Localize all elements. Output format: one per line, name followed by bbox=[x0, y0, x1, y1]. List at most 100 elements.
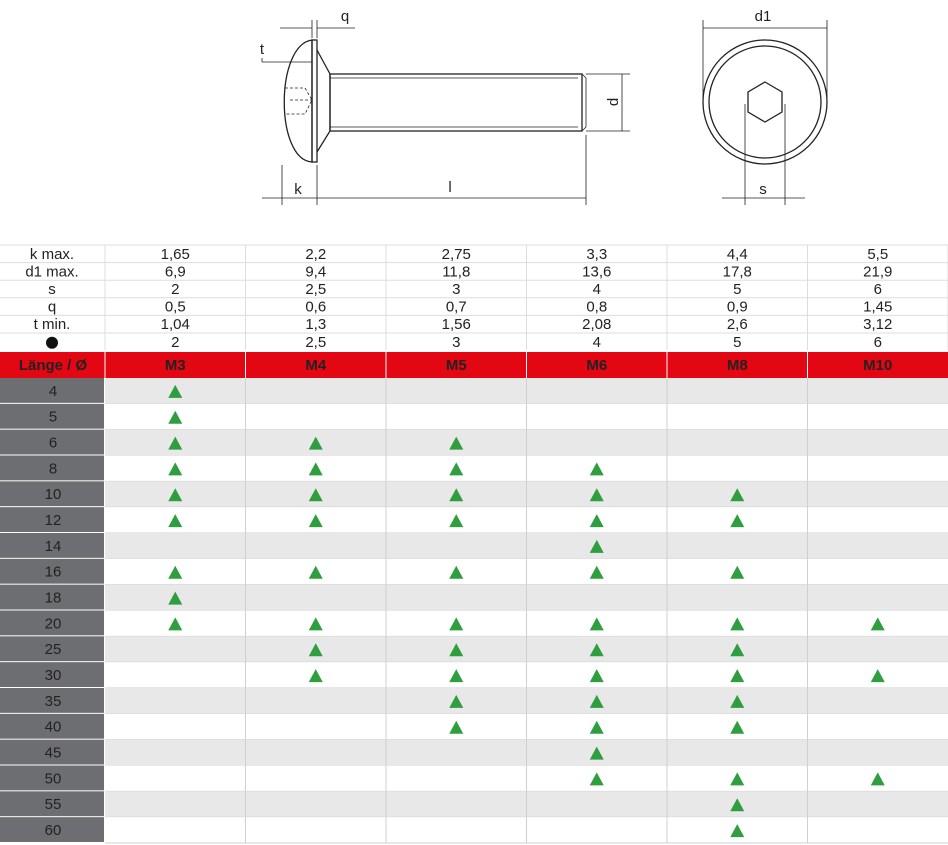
header-bg bbox=[0, 352, 948, 378]
available-triangle bbox=[168, 591, 183, 605]
spec-value: 5,5 bbox=[867, 246, 888, 263]
spec-value: 5 bbox=[733, 281, 741, 298]
length-cell bbox=[0, 429, 104, 455]
available-triangle bbox=[730, 514, 745, 528]
label-d1: d1 bbox=[755, 8, 772, 25]
available-triangle bbox=[449, 617, 464, 631]
label-l: l bbox=[448, 179, 451, 196]
shank bbox=[329, 73, 583, 132]
available-triangle bbox=[308, 643, 323, 657]
length-cell bbox=[0, 713, 104, 739]
length: 5 bbox=[49, 409, 57, 426]
available-triangle bbox=[449, 669, 464, 683]
available-triangle bbox=[730, 617, 745, 631]
column-header: M8 bbox=[727, 357, 748, 374]
available-triangle bbox=[308, 462, 323, 476]
available-triangle bbox=[589, 462, 604, 476]
length-cell bbox=[0, 765, 104, 791]
available-triangle bbox=[168, 384, 183, 398]
available-triangle bbox=[168, 617, 183, 631]
spec-value: 6,9 bbox=[165, 263, 186, 280]
length-cell bbox=[0, 688, 104, 713]
spec-value: 2,6 bbox=[727, 316, 748, 333]
available-triangle bbox=[168, 514, 183, 528]
length: 12 bbox=[45, 512, 62, 529]
available-triangle bbox=[589, 565, 604, 579]
available-triangle bbox=[589, 617, 604, 631]
spec-value: 0,5 bbox=[165, 299, 186, 316]
length: 35 bbox=[45, 693, 62, 710]
available-triangle bbox=[449, 488, 464, 502]
length-cell bbox=[0, 403, 104, 429]
available-triangle bbox=[589, 669, 604, 683]
flange bbox=[311, 39, 318, 163]
length: 60 bbox=[45, 822, 62, 839]
available-triangle bbox=[168, 462, 183, 476]
available-triangle bbox=[308, 436, 323, 450]
length-cell bbox=[0, 636, 104, 662]
length: 18 bbox=[45, 590, 62, 607]
spec-value: 2 bbox=[171, 334, 179, 351]
spec-value: 4,4 bbox=[727, 246, 748, 263]
dim-s bbox=[722, 104, 805, 205]
spec-value: 2,2 bbox=[305, 246, 326, 263]
available-triangle bbox=[308, 488, 323, 502]
available-triangle bbox=[730, 720, 745, 734]
spec-value: 4 bbox=[593, 281, 601, 298]
column-header: M3 bbox=[165, 357, 186, 374]
available-triangle bbox=[449, 462, 464, 476]
spec-value: 3 bbox=[452, 281, 460, 298]
available-triangle bbox=[308, 514, 323, 528]
column-header: M4 bbox=[305, 357, 326, 374]
spec-value: 21,9 bbox=[863, 263, 892, 280]
column-header: M5 bbox=[446, 357, 467, 374]
spec-label: q bbox=[48, 299, 56, 316]
spec-value: 6 bbox=[874, 281, 882, 298]
label-d: d bbox=[605, 98, 622, 106]
column-header: M10 bbox=[863, 357, 892, 374]
length: 45 bbox=[45, 745, 62, 762]
spec-value: 2,5 bbox=[305, 281, 326, 298]
length: 55 bbox=[45, 796, 62, 813]
hex-socket bbox=[747, 81, 783, 123]
head-inner bbox=[708, 45, 822, 159]
dim-d bbox=[586, 73, 630, 132]
socket bbox=[285, 87, 313, 115]
available-triangle bbox=[168, 436, 183, 450]
length: 25 bbox=[45, 641, 62, 658]
available-triangle bbox=[589, 514, 604, 528]
dim-q bbox=[280, 20, 355, 38]
length-cell bbox=[0, 507, 104, 532]
label-k: k bbox=[294, 181, 302, 198]
drive-icon bbox=[46, 336, 58, 349]
available-triangle bbox=[449, 643, 464, 657]
length-cell bbox=[0, 610, 104, 636]
spec-value: 6 bbox=[874, 334, 882, 351]
available-triangle bbox=[589, 720, 604, 734]
spec-value: 1,04 bbox=[161, 316, 190, 333]
length-cell bbox=[0, 455, 104, 481]
spec-value: 3,12 bbox=[863, 316, 892, 333]
spec-value: 17,8 bbox=[723, 263, 752, 280]
length-cell bbox=[0, 533, 104, 558]
available-triangle bbox=[308, 669, 323, 683]
neck bbox=[316, 49, 331, 153]
spec-value: 0,8 bbox=[586, 299, 607, 316]
available-triangle bbox=[730, 798, 745, 812]
length: 10 bbox=[45, 486, 62, 503]
spec-value: 11,8 bbox=[442, 263, 470, 280]
available-triangle bbox=[730, 694, 745, 708]
available-triangle bbox=[730, 565, 745, 579]
top-view bbox=[702, 20, 828, 205]
available-triangle bbox=[449, 694, 464, 708]
available-triangle bbox=[449, 436, 464, 450]
length-cell bbox=[0, 584, 104, 610]
available-triangle bbox=[589, 643, 604, 657]
available-triangle bbox=[589, 694, 604, 708]
side-view bbox=[261, 20, 630, 205]
length: 20 bbox=[45, 615, 62, 632]
spec-value: 0,9 bbox=[727, 299, 748, 316]
available-triangle bbox=[730, 669, 745, 683]
available-triangle bbox=[589, 539, 604, 553]
head-outer bbox=[702, 39, 828, 165]
